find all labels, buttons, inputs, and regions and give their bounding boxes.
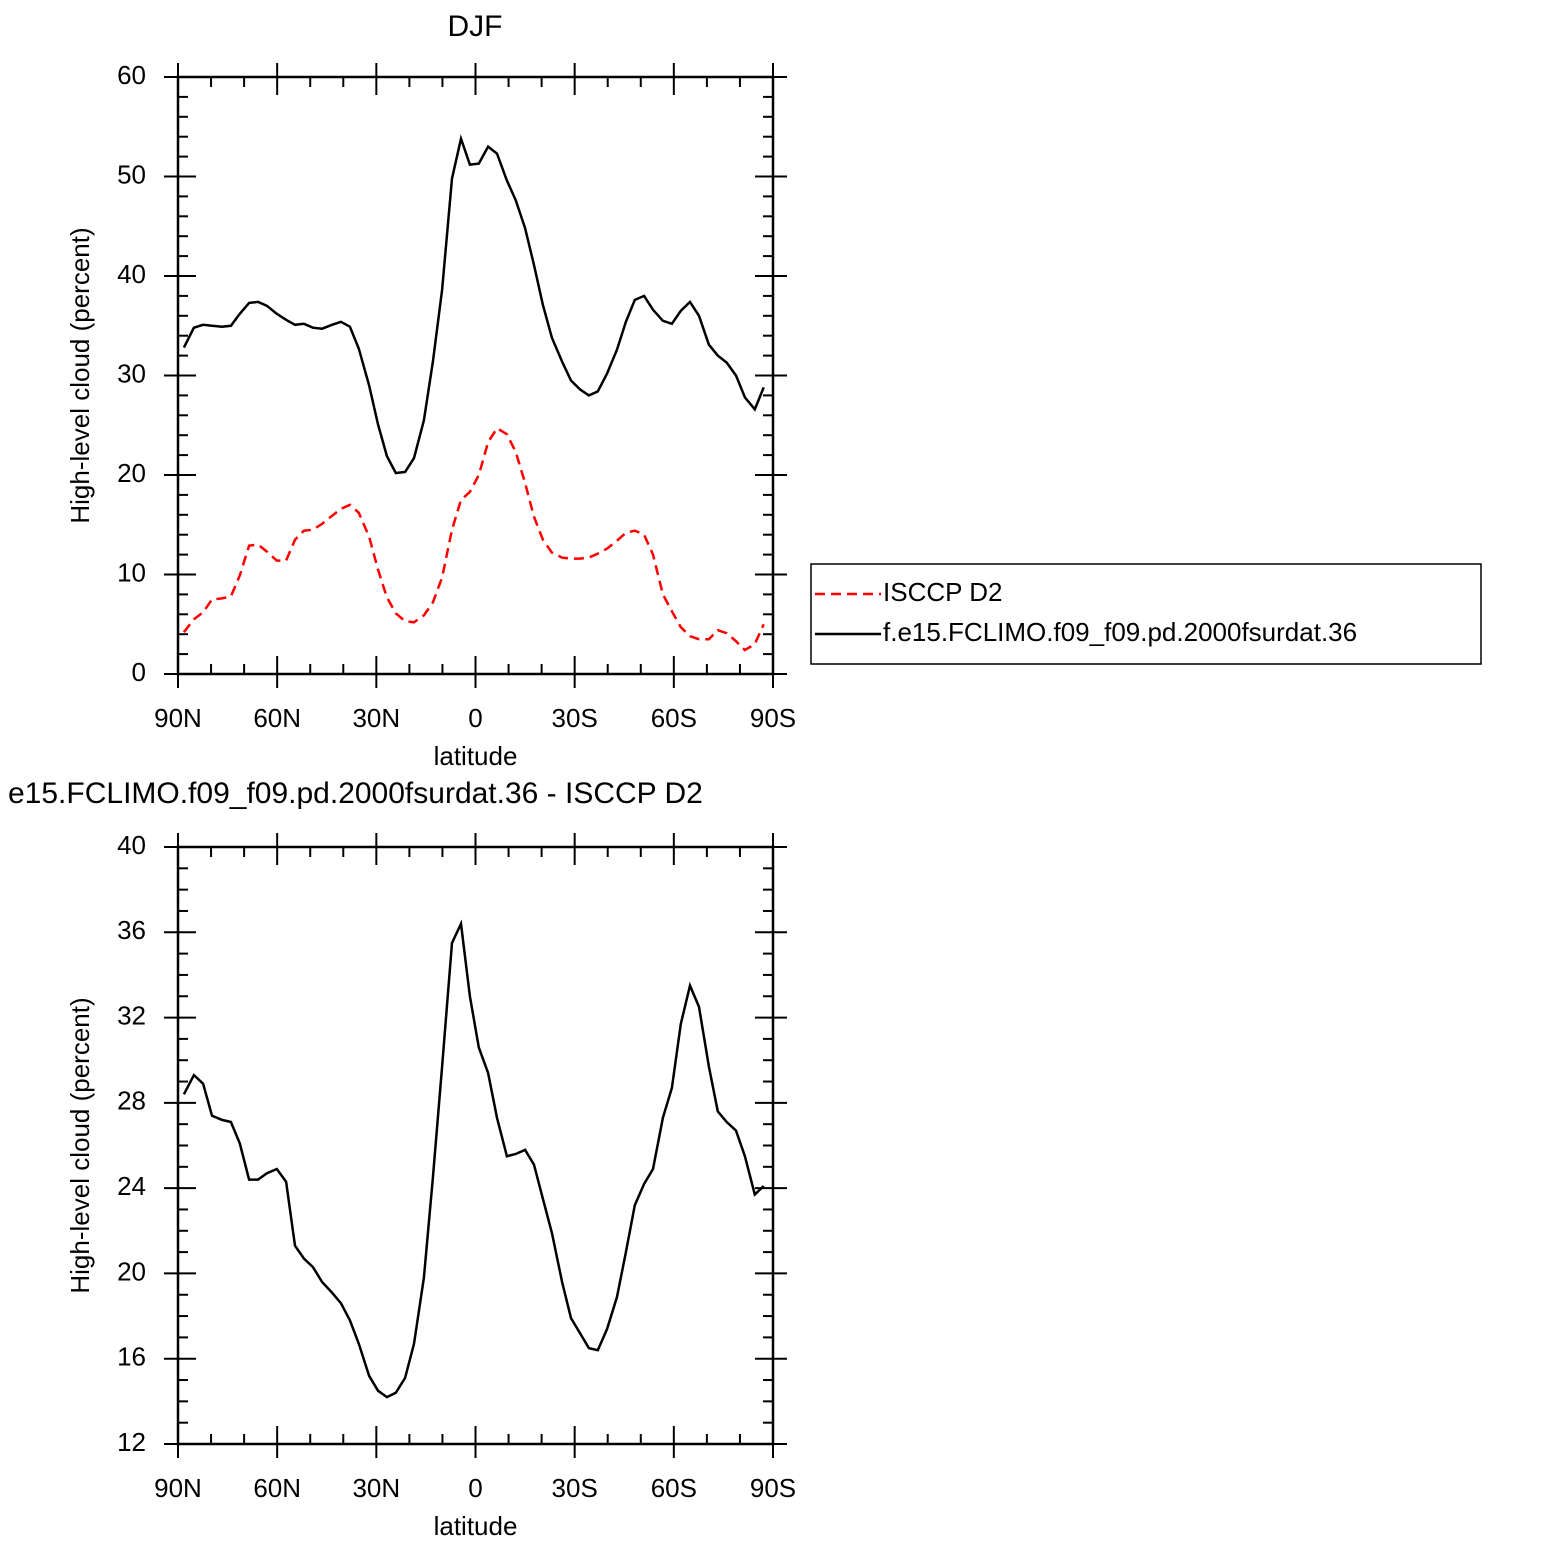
y-tick-label: 20 [117,1256,146,1286]
x-tick-label: 60N [253,703,301,733]
y-tick-label: 16 [117,1342,146,1372]
x-tick-label: 60S [651,1473,697,1503]
y-tick-label: 20 [117,458,146,488]
y-tick-label: 40 [117,259,146,289]
x-tick-label: 0 [468,1473,482,1503]
x-tick-label: 60N [253,1473,301,1503]
x-tick-label: 30S [552,703,598,733]
chart-title: DJF [448,10,503,43]
y-tick-label: 50 [117,159,146,189]
y-axis-label: High-level cloud (percent) [65,997,95,1293]
x-axis-label: latitude [434,1511,518,1541]
x-tick-label: 90S [750,1473,796,1503]
plot-frame [176,75,775,676]
y-tick-label: 30 [117,358,146,388]
x-axis-label: latitude [434,741,518,771]
data-line [182,426,765,652]
y-tick-label: 10 [117,557,146,587]
x-tick-label: 60S [651,703,697,733]
plot-frame [176,845,775,1446]
data-line [182,919,765,1399]
chart-title: e15.FCLIMO.f09_f09.pd.2000fsurdat.36 - I… [8,777,703,810]
x-tick-label: 90N [154,1473,202,1503]
y-tick-label: 32 [117,1000,146,1030]
legend-box [810,563,1482,665]
x-tick-label: 0 [468,703,482,733]
x-tick-label: 90S [750,703,796,733]
data-line [182,134,765,475]
y-tick-label: 24 [117,1171,146,1201]
y-tick-label: 36 [117,915,146,945]
x-tick-label: 30N [352,703,400,733]
legend-label: ISCCP D2 [883,577,1002,607]
x-tick-label: 30S [552,1473,598,1503]
x-tick-label: 30N [352,1473,400,1503]
legend-label: f.e15.FCLIMO.f09_f09.pd.2000fsurdat.36 [883,617,1357,647]
y-tick-label: 60 [117,60,146,90]
y-tick-label: 40 [117,830,146,860]
y-tick-label: 0 [132,657,146,687]
y-axis-label: High-level cloud (percent) [65,227,95,523]
y-tick-label: 12 [117,1427,146,1457]
y-tick-label: 28 [117,1086,146,1116]
x-tick-label: 90N [154,703,202,733]
